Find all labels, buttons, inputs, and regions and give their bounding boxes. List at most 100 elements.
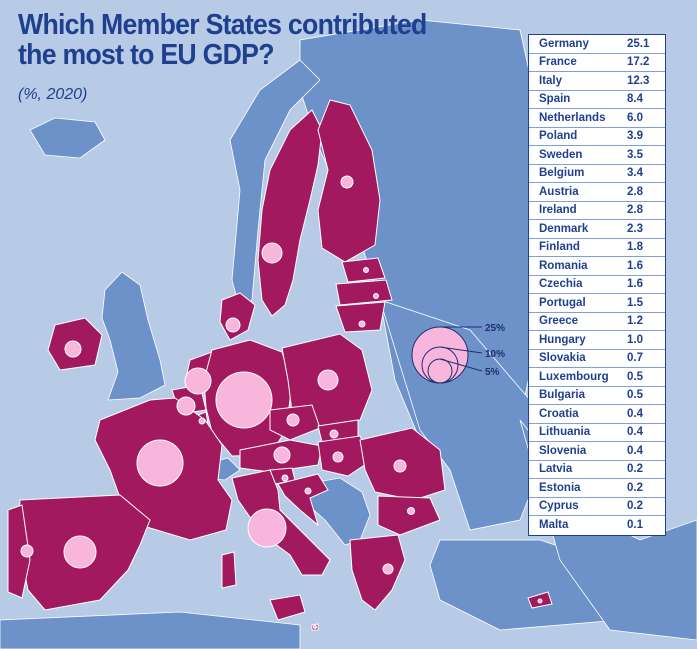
table-row: Latvia 0.2 [529,461,665,479]
legend-line-10 [439,346,483,354]
country-name: Denmark [539,222,589,235]
gdp-share-value: 0.5 [627,389,643,402]
table-row: Netherlands 6.0 [529,109,665,128]
table-row: Hungary 1.0 [529,331,665,350]
sweden-shape [257,109,323,317]
africa-land [0,611,301,649]
bubble-austria [273,446,291,464]
gdp-share-value: 6.0 [627,111,643,124]
gdp-share-value: 1.8 [627,241,643,254]
sardinia-shape [221,551,237,589]
gdp-share-value: 1.6 [627,278,643,291]
bubble-lithuania [358,320,366,328]
gdp-share-value: 0.5 [627,370,643,383]
bulgaria-shape [377,495,441,536]
gdp-table: Germany 25.1 France 17.2 Italy 12.3 Spain 8.4 Ne… [528,34,666,536]
table-row: Sweden 3.5 [529,146,665,165]
country-name: Portugal [539,296,586,309]
country-name: Lithuania [539,426,591,439]
non-eu-land [0,19,697,649]
country-name: Ireland [539,204,577,217]
gdp-share-value: 1.5 [627,296,643,309]
table-row: Ireland 2.8 [529,202,665,220]
country-name: Sweden [539,148,583,161]
table-row: Romania 1.6 [529,257,665,276]
table-row: France 17.2 [529,54,665,72]
table-row: Bulgaria 0.5 [529,387,665,405]
gdp-share-value: 8.4 [627,93,643,106]
country-name: Belgium [539,167,585,180]
bubble-cyprus [537,598,543,604]
gdp-share-value: 0.4 [627,426,643,439]
country-name: Estonia [539,481,581,494]
gdp-bubbles [20,175,543,629]
table-row: Czechia 1.6 [529,276,665,294]
gdp-share-value: 0.1 [627,519,643,532]
country-name: Hungary [539,333,586,346]
bubble-poland [317,369,339,391]
table-row: Denmark 2.3 [529,220,665,239]
table-row: Italy 12.3 [529,72,665,91]
bubble-belgium [176,396,196,416]
bubble-germany [215,371,273,429]
legend-label-10: 10% [485,349,505,360]
gdp-share-value: 0.2 [627,463,643,476]
country-name: Croatia [539,407,579,420]
country-name: Poland [539,130,578,143]
country-name: Finland [539,241,580,254]
bubble-croatia [304,487,312,495]
portugal-shape [7,504,31,599]
table-row: Lithuania 0.4 [529,424,665,442]
table-row: Germany 25.1 [529,35,665,54]
gdp-share-value: 2.8 [627,185,643,198]
latvia-shape [335,279,393,306]
gdp-share-value: 25.1 [627,37,650,50]
bubble-portugal [20,544,34,558]
title-line-2: the most to EU GDP? [18,39,275,71]
bubble-finland [340,175,354,189]
country-name: Bulgaria [539,389,586,402]
croatia-shape [277,473,329,527]
country-name: Romania [539,259,588,272]
gdp-share-value: 17.2 [627,56,650,69]
bubble-bulgaria [407,507,415,515]
gdp-share-value: 2.8 [627,204,643,217]
legend-circle-5 [427,358,453,384]
table-row: Finland 1.8 [529,239,665,257]
country-name: Netherlands [539,111,606,124]
gdp-share-value: 1.6 [627,259,643,272]
country-name: Slovenia [539,444,587,457]
table-row: Belgium 3.4 [529,165,665,183]
table-row: Cyprus 0.2 [529,498,665,516]
country-name: Czechia [539,278,583,291]
bubble-luxembourg [198,417,206,425]
table-row: Portugal 1.5 [529,294,665,313]
table-row: Spain 8.4 [529,91,665,109]
bubble-ireland [64,340,82,358]
table-row: Malta 0.1 [529,516,665,535]
title-line-1: Which Member States contributed [18,9,427,41]
table-row: Poland 3.9 [529,128,665,146]
table-row: Croatia 0.4 [529,405,665,424]
gdp-share-value: 2.3 [627,222,643,235]
legend-line-5 [439,358,483,372]
table-row: Slovenia 0.4 [529,442,665,461]
country-name: Greece [539,315,579,328]
gdp-share-value: 3.5 [627,148,643,161]
gdp-share-value: 3.4 [627,167,643,180]
bubble-hungary [332,451,344,463]
greece-shape [349,534,406,611]
country-name: Luxembourg [539,370,609,383]
country-name: Latvia [539,463,573,476]
country-name: Cyprus [539,500,579,513]
country-name: Spain [539,93,571,106]
lithuania-shape [335,301,386,333]
size-legend: 25% 10% 5% [411,323,505,384]
table-row: Austria 2.8 [529,183,665,202]
bubble-latvia [373,293,379,299]
gdp-share-value: 1.0 [627,333,643,346]
subtitle: (%, 2020) [18,86,88,103]
gdp-share-value: 0.7 [627,352,643,365]
bubble-france [136,439,184,487]
